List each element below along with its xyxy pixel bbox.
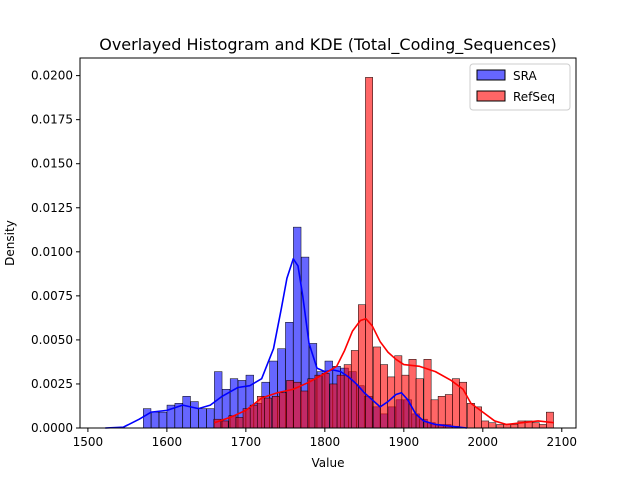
bar-refseq-41 [510,424,519,429]
bar-refseq-5 [249,404,258,429]
bar-sra-2 [158,411,168,429]
bar-refseq-38 [488,422,497,429]
plot-area [105,77,554,429]
y-tick-label-2: 0.0050 [31,333,73,347]
bar-refseq-25 [394,355,403,429]
bar-refseq-39 [496,424,505,429]
bar-refseq-16 [329,383,338,429]
bar-refseq-23 [380,364,388,429]
x-tick-label-4: 1900 [389,435,420,449]
y-tick-label-5: 0.0125 [31,201,73,215]
y-tick-label-7: 0.0175 [31,113,73,127]
axes: 1500 1600 1700 1800 1900 2000 2100 0.0000 0.0025… [31,69,577,449]
y-tick-label-4: 0.0100 [31,245,73,259]
chart-title: Overlayed Histogram and KDE (Total_Codin… [99,35,557,55]
legend-label-sra: SRA [513,69,537,83]
y-tick-label-0: 0.0000 [31,421,73,435]
kde-line-sra [105,258,468,429]
bar-sra-5 [182,396,191,429]
x-tick-label-5: 2000 [468,435,499,449]
x-tick-label-0: 1500 [73,435,104,449]
bar-refseq-35 [467,403,475,429]
bar-sra-7 [198,408,207,429]
bar-refseq-19 [350,350,359,429]
x-tick-label-3: 1800 [310,435,341,449]
bar-refseq-12 [300,390,309,429]
y-axis-label: Density [3,220,17,266]
bar-refseq-8 [271,396,280,429]
bar-sra-0 [143,408,152,429]
bar-refseq-22 [373,346,381,429]
legend-swatch-refseq [476,90,506,102]
y-tick-label-1: 0.0025 [31,377,73,391]
bar-refseq-15 [321,373,330,429]
bar-refseq-14 [314,374,323,429]
legend: SRA RefSeq [469,63,571,111]
bar-refseq-13 [307,378,316,429]
bar-refseq-17 [336,374,345,429]
bar-refseq-1 [220,420,229,429]
y-tick-label-3: 0.0075 [31,289,73,303]
bar-refseq-44 [531,422,540,429]
legend-label-refseq: RefSeq [513,90,555,104]
bar-sra-8 [206,408,215,429]
bar-refseq-24 [387,376,396,429]
bar-refseq-10 [286,380,294,429]
bar-refseq-31 [437,396,446,429]
legend-swatch-sra [476,69,506,81]
x-axis-label: Value [312,456,345,470]
y-tick-label-8: 0.0200 [31,69,73,83]
bar-refseq-7 [264,397,272,429]
bar-refseq-3 [235,417,244,429]
kde-line-refseq [214,317,554,426]
bar-refseq-20 [358,304,366,429]
bar-sra-6 [190,401,199,429]
bar-refseq-27 [408,359,417,429]
bar-refseq-21 [365,77,373,429]
bar-refseq-37 [481,420,490,429]
plot-frame [79,57,577,429]
x-tick-label-6: 2100 [547,435,578,449]
y-tick-label-6: 0.0150 [31,157,73,171]
x-tick-label-2: 1700 [231,435,262,449]
bar-refseq-46 [546,411,554,429]
bar-refseq-32 [444,394,453,429]
bar-sra-1 [150,411,160,429]
x-tick-label-1: 1600 [152,435,183,449]
bar-refseq-9 [279,392,287,429]
bar-refseq-45 [538,424,547,429]
